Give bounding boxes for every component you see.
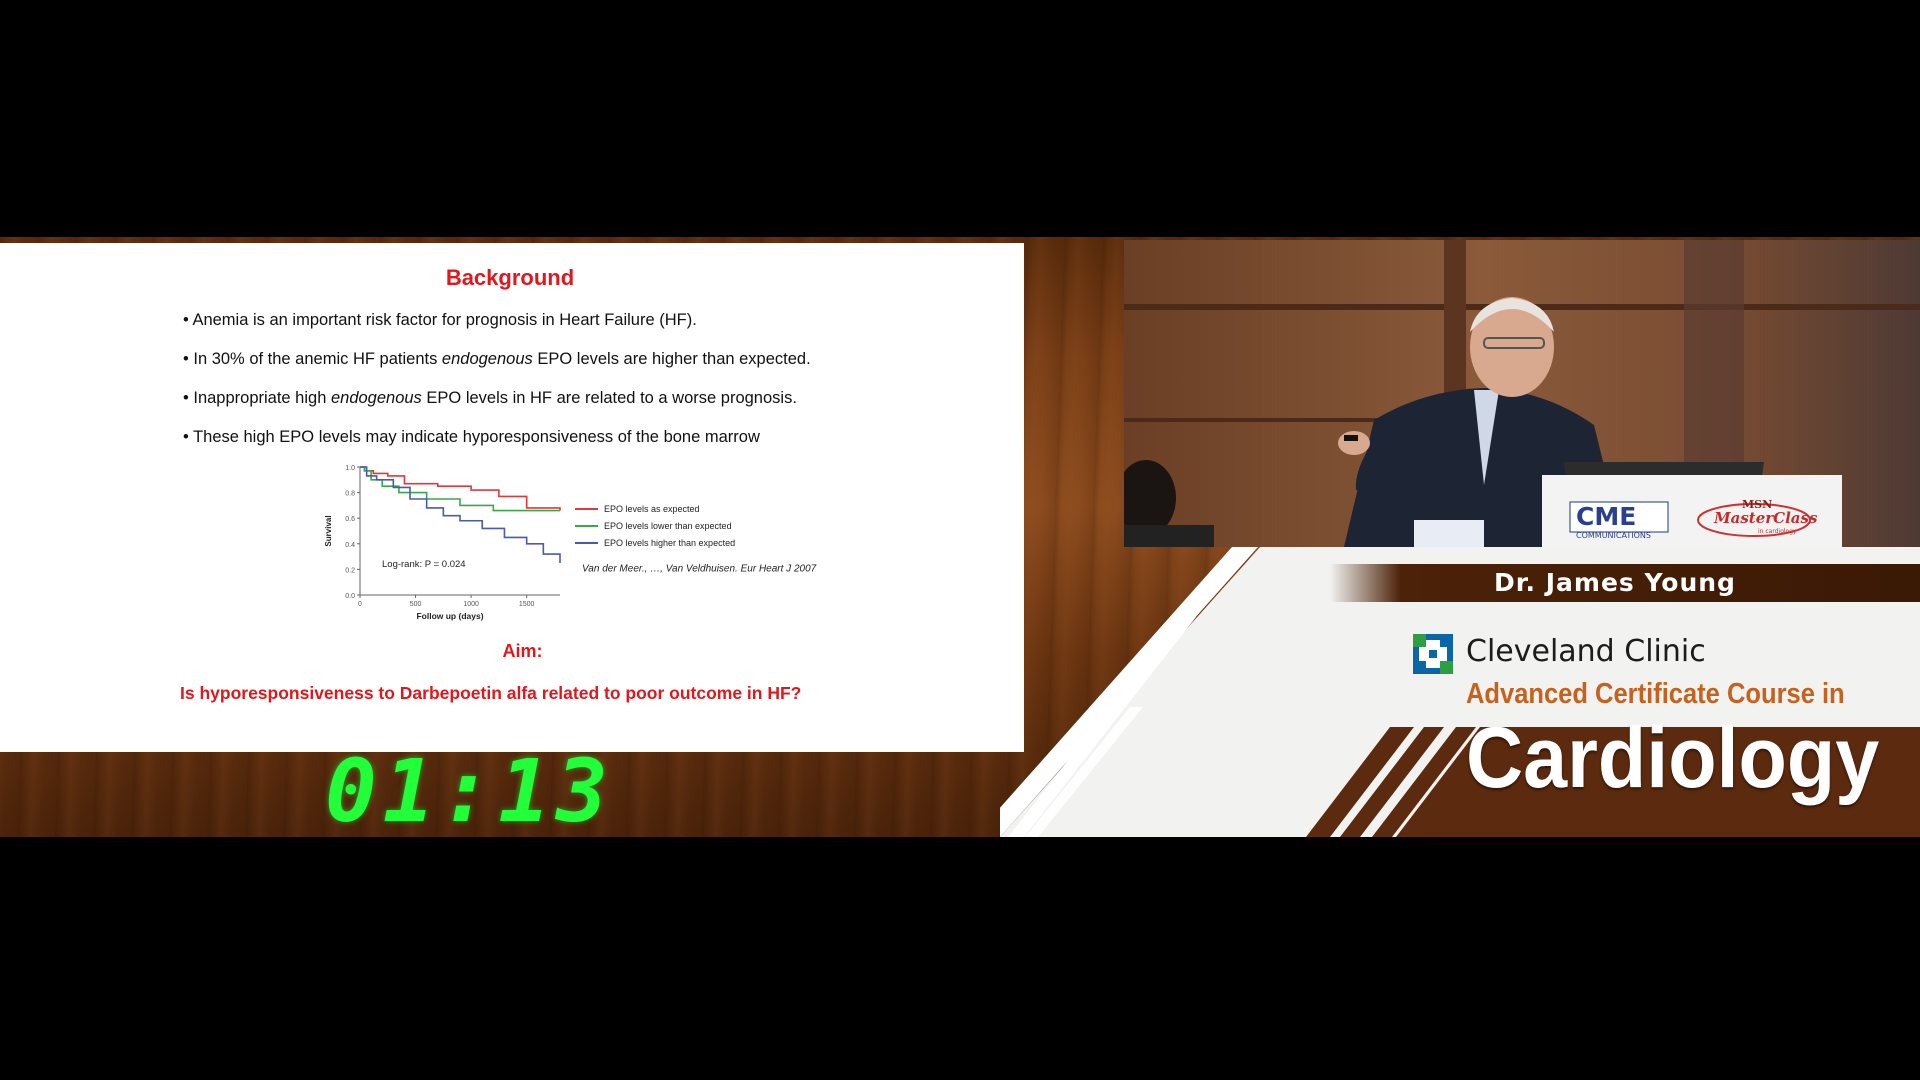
series-line bbox=[360, 466, 561, 511]
x-tick-label: 0 bbox=[358, 601, 362, 608]
bullet-4: • These high EPO levels may indicate hyp… bbox=[183, 428, 760, 447]
citation: Van der Meer., …, Van Veldhuisen. Eur He… bbox=[582, 563, 817, 574]
y-tick-label: 1.0 bbox=[345, 465, 355, 472]
bullet-text: • These high EPO levels may indicate hyp… bbox=[183, 428, 760, 446]
legend-label: EPO levels lower than expected bbox=[604, 521, 732, 531]
y-axis-label: Survival bbox=[324, 515, 333, 546]
aim-label: Aim: bbox=[502, 641, 543, 661]
speaker-video: CME COMMUNICATIONS MSN MasterClass in ca… bbox=[1124, 240, 1920, 547]
legend-label: EPO levels higher than expected bbox=[604, 538, 735, 548]
bullet-emphasis: endogenous bbox=[330, 389, 422, 407]
series-line bbox=[360, 466, 561, 563]
bullet-text: EPO levels in HF are related to a worse … bbox=[421, 389, 797, 407]
slide-title: Background bbox=[445, 265, 575, 290]
speaker-name-bar bbox=[1330, 564, 1920, 602]
logrank-annotation: Log-rank: P = 0.024 bbox=[382, 559, 466, 570]
y-tick-label: 0.6 bbox=[345, 516, 355, 523]
masterclass-logo: MasterClass bbox=[1713, 509, 1818, 527]
bullet-3: • Inappropriate high endogenous EPO leve… bbox=[183, 389, 797, 408]
x-axis-label: Follow up (days) bbox=[416, 611, 483, 621]
bullet-text: EPO levels are higher than expected. bbox=[532, 350, 811, 368]
bullet-2: • In 30% of the anemic HF patients endog… bbox=[183, 350, 811, 369]
survival-chart: 0.0 0.2 0.4 0.6 0.8 1.0 0 500 1000 1500 Survival Fo… bbox=[324, 465, 817, 621]
y-tick-label: 0.0 bbox=[345, 593, 355, 600]
branding-panel bbox=[1000, 547, 1920, 837]
bullet-text: • Inappropriate high bbox=[183, 389, 331, 407]
bullet-text: • In 30% of the anemic HF patients bbox=[183, 350, 442, 368]
speaker-camera-image: CME COMMUNICATIONS MSN MasterClass in ca… bbox=[1124, 240, 1920, 547]
legend-label: EPO levels as expected bbox=[604, 504, 700, 514]
y-tick-label: 0.2 bbox=[345, 567, 355, 574]
bullet-1: • Anemia is an important risk factor for… bbox=[183, 311, 697, 330]
x-tick-label: 1000 bbox=[463, 601, 479, 608]
bullet-emphasis: endogenous bbox=[441, 350, 533, 368]
speaker-name: Dr. James Young bbox=[1494, 568, 1736, 597]
presentation-slide: Background • Anemia is an important risk… bbox=[0, 243, 1024, 752]
course-subtitle: Advanced Certificate Course in bbox=[1466, 678, 1845, 710]
series-line bbox=[360, 466, 560, 512]
cleveland-clinic-logo-icon bbox=[1413, 634, 1453, 674]
aim-question: Is hyporesponsiveness to Darbepoetin alf… bbox=[180, 683, 802, 703]
x-tick-label: 1500 bbox=[519, 601, 535, 608]
organization-name: Cleveland Clinic bbox=[1466, 634, 1706, 669]
cme-logo: CME bbox=[1576, 502, 1636, 531]
msn-logo-top: MSN bbox=[1742, 498, 1772, 511]
y-tick-label: 0.4 bbox=[345, 542, 355, 549]
masterclass-logo-sub: in cardiology bbox=[1758, 528, 1797, 535]
y-tick-label: 0.8 bbox=[345, 491, 355, 498]
bullet-text: • Anemia is an important risk factor for… bbox=[183, 311, 697, 329]
cme-logo-sub: COMMUNICATIONS bbox=[1576, 531, 1651, 540]
x-tick-label: 500 bbox=[410, 601, 422, 608]
video-frame: Background • Anemia is an important risk… bbox=[0, 237, 1920, 837]
countdown-timer: 01:13 bbox=[325, 742, 614, 837]
course-name: Cardiology bbox=[1466, 710, 1880, 806]
